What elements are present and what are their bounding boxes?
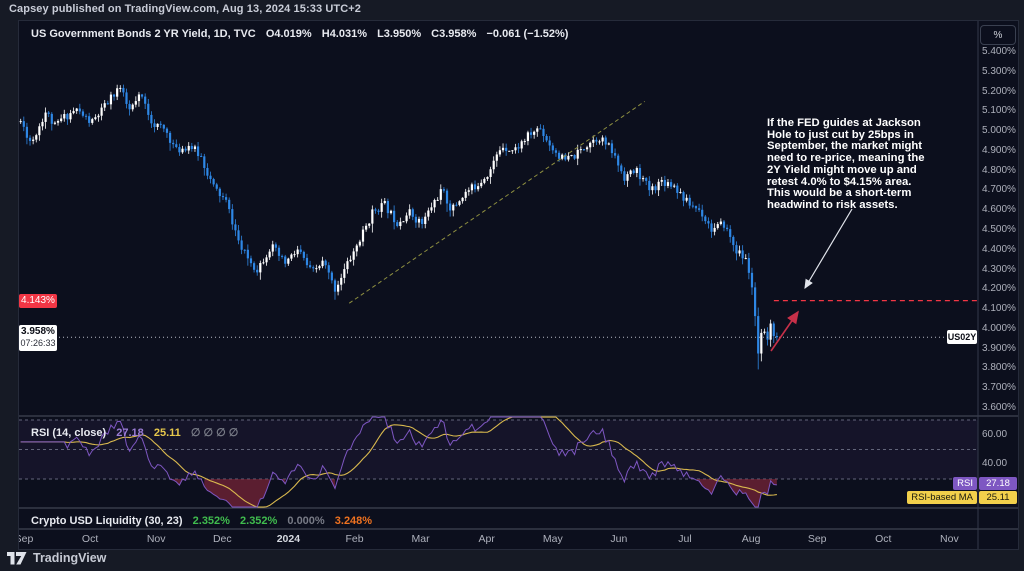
price-tick-label: 3.800% <box>982 362 1016 374</box>
bar-countdown: 07:26:33 <box>20 338 56 349</box>
liquidity-title[interactable]: Crypto USD Liquidity (30, 23) <box>31 515 183 527</box>
ohlc-high: H4.031% <box>321 28 368 40</box>
footer-brand[interactable]: TradingView <box>33 551 107 565</box>
rsi-ma-legend-value: 25.11 <box>153 427 181 439</box>
rsi-value-tag: 27.18 <box>979 477 1017 490</box>
liquidity-legend: Crypto USD Liquidity (30, 23) 2.352% 2.3… <box>31 515 379 527</box>
price-tick-label: 4.300% <box>982 263 1016 275</box>
ohlc-low: L3.950% <box>377 28 422 40</box>
price-tick-label: 5.300% <box>982 65 1016 77</box>
rsi-tick-label: 40.00 <box>982 458 1008 470</box>
change-value: −0.061 (−1.52%) <box>486 28 569 40</box>
rsi-plots <box>20 416 777 508</box>
price-tick-label: 4.800% <box>982 164 1016 176</box>
rsi-legend-value: 27.18 <box>116 427 144 439</box>
candlesticks <box>19 84 778 370</box>
time-tick-label: Jun <box>610 533 628 545</box>
time-tick-label: Jul <box>678 533 692 545</box>
price-tick-label: 5.100% <box>982 105 1016 117</box>
liquidity-value-2: 2.352% <box>240 515 278 527</box>
rsi-tag: RSI <box>953 477 977 490</box>
footer-bar: TradingView <box>7 551 106 565</box>
publish-info: Capsey published on TradingView.com, Aug… <box>9 3 361 15</box>
rsi-hidden-values: ∅ ∅ ∅ ∅ <box>190 427 239 439</box>
time-tick-label: Oct <box>81 533 99 545</box>
time-tick-label: Aug <box>741 533 761 545</box>
time-tick-label: May <box>542 533 563 545</box>
level-price-label: 4.143% <box>19 293 57 308</box>
symbol-price-tag: US02Y <box>947 330 977 345</box>
price-tick-label: 4.600% <box>982 204 1016 216</box>
price-axis[interactable]: % 5.400% 5.300% 5.200% 5.100% 5.000% 4.900% 4.… <box>979 21 1018 529</box>
time-tick-label: 2024 <box>276 533 301 545</box>
chart-widget: US Government Bonds 2 YR Yield, 1D, TVC … <box>18 20 1019 550</box>
price-tick-label: 5.400% <box>982 46 1016 57</box>
price-tick-label: 4.000% <box>982 322 1016 334</box>
rsi-band-fill <box>19 419 978 480</box>
price-tick-label: 4.100% <box>982 303 1016 315</box>
liquidity-value-1: 2.352% <box>192 515 230 527</box>
rsi-title[interactable]: RSI (14, close) <box>31 427 107 439</box>
last-price-label: 3.958% 07:26:33 <box>19 325 57 352</box>
rsi-ma-value-tag: 25.11 <box>979 491 1017 504</box>
symbol-title[interactable]: US Government Bonds 2 YR Yield, 1D, TVC <box>31 28 256 40</box>
ohlc-close: C3.958% <box>431 28 477 40</box>
text-annotation[interactable]: If the FED guides at Jackson Hole to jus… <box>767 117 925 211</box>
rsi-legend: RSI (14, close) 27.18 25.11 ∅ ∅ ∅ ∅ <box>31 426 245 439</box>
price-tick-label: 4.900% <box>982 144 1016 156</box>
rsi-tick-label: 60.00 <box>982 428 1008 440</box>
rsi-ma-tag: RSI-based MA <box>907 491 977 504</box>
time-tick-label: Sep <box>19 533 34 545</box>
price-tick-label: 3.600% <box>982 402 1016 414</box>
time-tick-label: Apr <box>478 533 495 545</box>
last-price-value: 3.958% <box>21 326 55 338</box>
time-axis[interactable]: Sep Oct Nov Dec 2024 Feb Mar Apr May Jun Jul Aug Sep… <box>19 529 978 549</box>
price-tick-label: 5.200% <box>982 85 1016 97</box>
axis-unit-button[interactable]: % <box>980 25 1016 45</box>
trendline[interactable] <box>348 101 645 304</box>
symbol-legend: US Government Bonds 2 YR Yield, 1D, TVC … <box>31 28 575 40</box>
time-tick-label: Nov <box>940 533 959 545</box>
annotation-arrow[interactable] <box>804 208 853 290</box>
time-tick-label: Mar <box>411 533 430 545</box>
price-tick-label: 4.200% <box>982 283 1016 295</box>
price-chart-canvas[interactable] <box>19 21 1018 549</box>
chart-drawings[interactable] <box>19 101 978 352</box>
time-tick-label: Nov <box>146 533 166 545</box>
price-tick-label: 3.900% <box>982 342 1016 354</box>
time-tick-label: Oct <box>875 533 892 545</box>
time-tick-label: Dec <box>212 533 232 545</box>
tradingview-logo-icon[interactable] <box>7 551 27 565</box>
time-tick-label: Feb <box>345 533 364 545</box>
time-tick-label: Sep <box>807 533 827 545</box>
ohlc-open: O4.019% <box>265 28 312 40</box>
liquidity-value-4: 3.248% <box>334 515 373 527</box>
liquidity-value-3: 0.000% <box>287 515 325 527</box>
price-tick-label: 4.700% <box>982 184 1016 196</box>
price-tick-label: 4.400% <box>982 243 1016 255</box>
projection-arrow[interactable] <box>770 310 799 352</box>
price-tick-label: 3.700% <box>982 382 1016 394</box>
pane-separators <box>19 21 1018 549</box>
rsi-ma-line <box>20 416 777 508</box>
price-tick-label: 5.000% <box>982 125 1016 137</box>
price-tick-label: 4.500% <box>982 224 1016 236</box>
rsi-line <box>20 416 777 508</box>
